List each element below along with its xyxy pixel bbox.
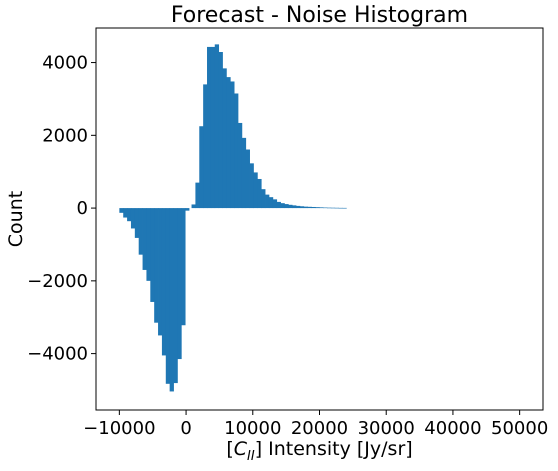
histogram-bar (334, 207, 339, 209)
y-tick-label: −4000 (27, 344, 88, 365)
histogram-bar (288, 204, 293, 209)
histogram-bar (323, 207, 328, 209)
histogram-bar (265, 194, 270, 209)
x-axis-ticks: −10000 0 10000 20000 30000 40000 50000 (83, 410, 548, 439)
histogram-bar (315, 207, 320, 209)
x-tick-label: 20000 (291, 418, 348, 439)
histogram-bar (261, 189, 266, 209)
histogram-bar (268, 197, 274, 209)
histogram-bar (134, 208, 140, 238)
histogram-bar (173, 208, 178, 384)
y-axis-label: Count (5, 191, 27, 247)
bars-layer (119, 44, 347, 392)
histogram-bar (191, 204, 196, 209)
histogram-bar (130, 208, 136, 229)
histogram-bar (181, 208, 186, 326)
histogram-bar (142, 208, 147, 270)
histogram-bar (249, 163, 254, 209)
histogram-bar (161, 208, 167, 356)
histogram-bar (203, 84, 208, 209)
histogram-bar (169, 208, 174, 392)
histogram-bar (226, 77, 231, 209)
histogram-bar (138, 208, 143, 255)
y-tick-label: 4000 (42, 53, 88, 74)
histogram-bar (158, 208, 163, 336)
x-axis-label-symbol: C (234, 438, 248, 460)
histogram-bar (253, 172, 258, 209)
x-axis-label: [CII] Intensity [Jy/sr] (226, 438, 412, 464)
histogram-bar (234, 93, 239, 209)
x-tick-label: −10000 (83, 418, 155, 439)
histogram-bar (307, 206, 312, 209)
histogram-bar (292, 205, 297, 209)
histogram-bar (319, 207, 324, 209)
x-tick-label: 50000 (491, 418, 548, 439)
histogram-bar (245, 149, 250, 209)
histogram-bar (150, 208, 155, 302)
y-axis-ticks: −4000 −2000 0 2000 4000 (27, 53, 96, 365)
x-tick-label: 40000 (424, 418, 481, 439)
x-tick-label: 0 (180, 418, 191, 439)
chart-title: Forecast - Noise Histogram (171, 3, 468, 28)
histogram-bar (210, 46, 216, 209)
x-tick-label: 10000 (224, 418, 281, 439)
histogram-bar (280, 203, 285, 209)
histogram-bar (284, 204, 289, 209)
histogram-bar (230, 81, 235, 209)
histogram-bar (296, 205, 301, 209)
y-tick-label: −2000 (27, 271, 88, 292)
histogram-bar (303, 206, 309, 209)
histogram-bar (222, 68, 227, 209)
histogram-bar (214, 44, 220, 209)
histogram-bar (299, 206, 305, 209)
histogram-bar (218, 52, 223, 209)
histogram-bar (127, 208, 132, 222)
histogram-bar (154, 208, 159, 323)
x-tick-label: 30000 (358, 418, 415, 439)
histogram-bar (276, 201, 281, 209)
histogram-bar (199, 126, 204, 209)
histogram-bar (207, 46, 212, 209)
x-axis-label-suffix: ] Intensity [Jy/sr] (255, 438, 413, 460)
histogram-bar (195, 182, 200, 209)
x-axis-label-subscript: II (247, 449, 255, 464)
histogram-bar (330, 207, 336, 209)
histogram-bar (146, 208, 151, 281)
y-tick-label: 2000 (42, 125, 88, 146)
histogram-bar (237, 122, 243, 209)
histogram-bar (165, 208, 171, 384)
histogram-bar (119, 208, 124, 213)
histogram-bar (257, 178, 262, 209)
x-axis-label-prefix: [ (226, 438, 233, 460)
histogram-bar (311, 206, 316, 209)
histogram-bar (326, 207, 332, 209)
y-tick-label: 0 (77, 198, 88, 219)
histogram-bar (177, 208, 182, 360)
histogram-bar (185, 208, 190, 211)
histogram-bar (241, 137, 247, 209)
histogram-bar (272, 199, 278, 209)
histogram-bar (123, 208, 128, 218)
histogram-bar (342, 207, 347, 209)
histogram-bar (338, 207, 343, 209)
